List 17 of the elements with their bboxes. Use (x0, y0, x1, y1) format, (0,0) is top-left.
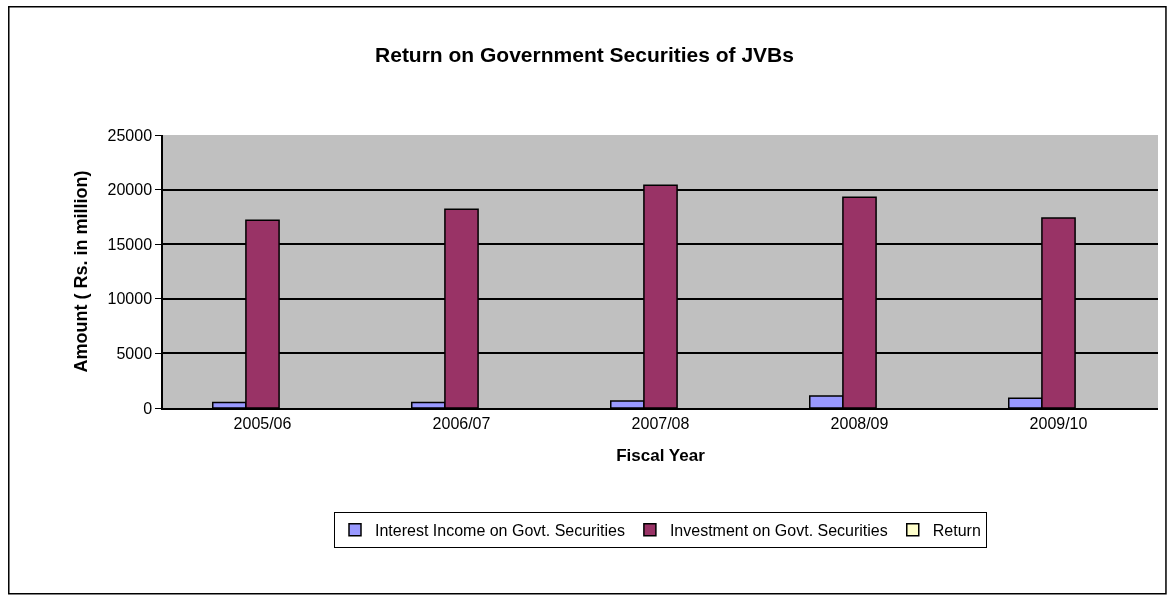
x-tick-label: 2005/06 (233, 414, 292, 432)
y-tick-label: 0 (143, 399, 153, 417)
x-tick-label: 2006/07 (432, 414, 491, 432)
legend-label: Interest Income on Govt. Securities (375, 521, 625, 539)
x-tick-label: 2009/10 (1029, 414, 1088, 432)
legend-label: Investment on Govt. Securities (669, 521, 888, 539)
x-tick-label: 2008/09 (830, 414, 889, 432)
x-tick-label: 2007/08 (631, 414, 690, 432)
x-axis-title: Fiscal Year (616, 445, 706, 465)
y-tick-label: 10000 (107, 290, 153, 308)
chart-title: Return on Government Securities of JVBs (375, 43, 794, 67)
y-tick-label: 25000 (107, 126, 153, 144)
y-tick-label: 15000 (107, 235, 153, 253)
y-tick-label: 20000 (107, 181, 153, 199)
legend-label: Return (932, 521, 981, 539)
y-tick-label: 5000 (116, 345, 153, 362)
y-axis-title: Amount ( Rs. in million) (71, 170, 92, 373)
